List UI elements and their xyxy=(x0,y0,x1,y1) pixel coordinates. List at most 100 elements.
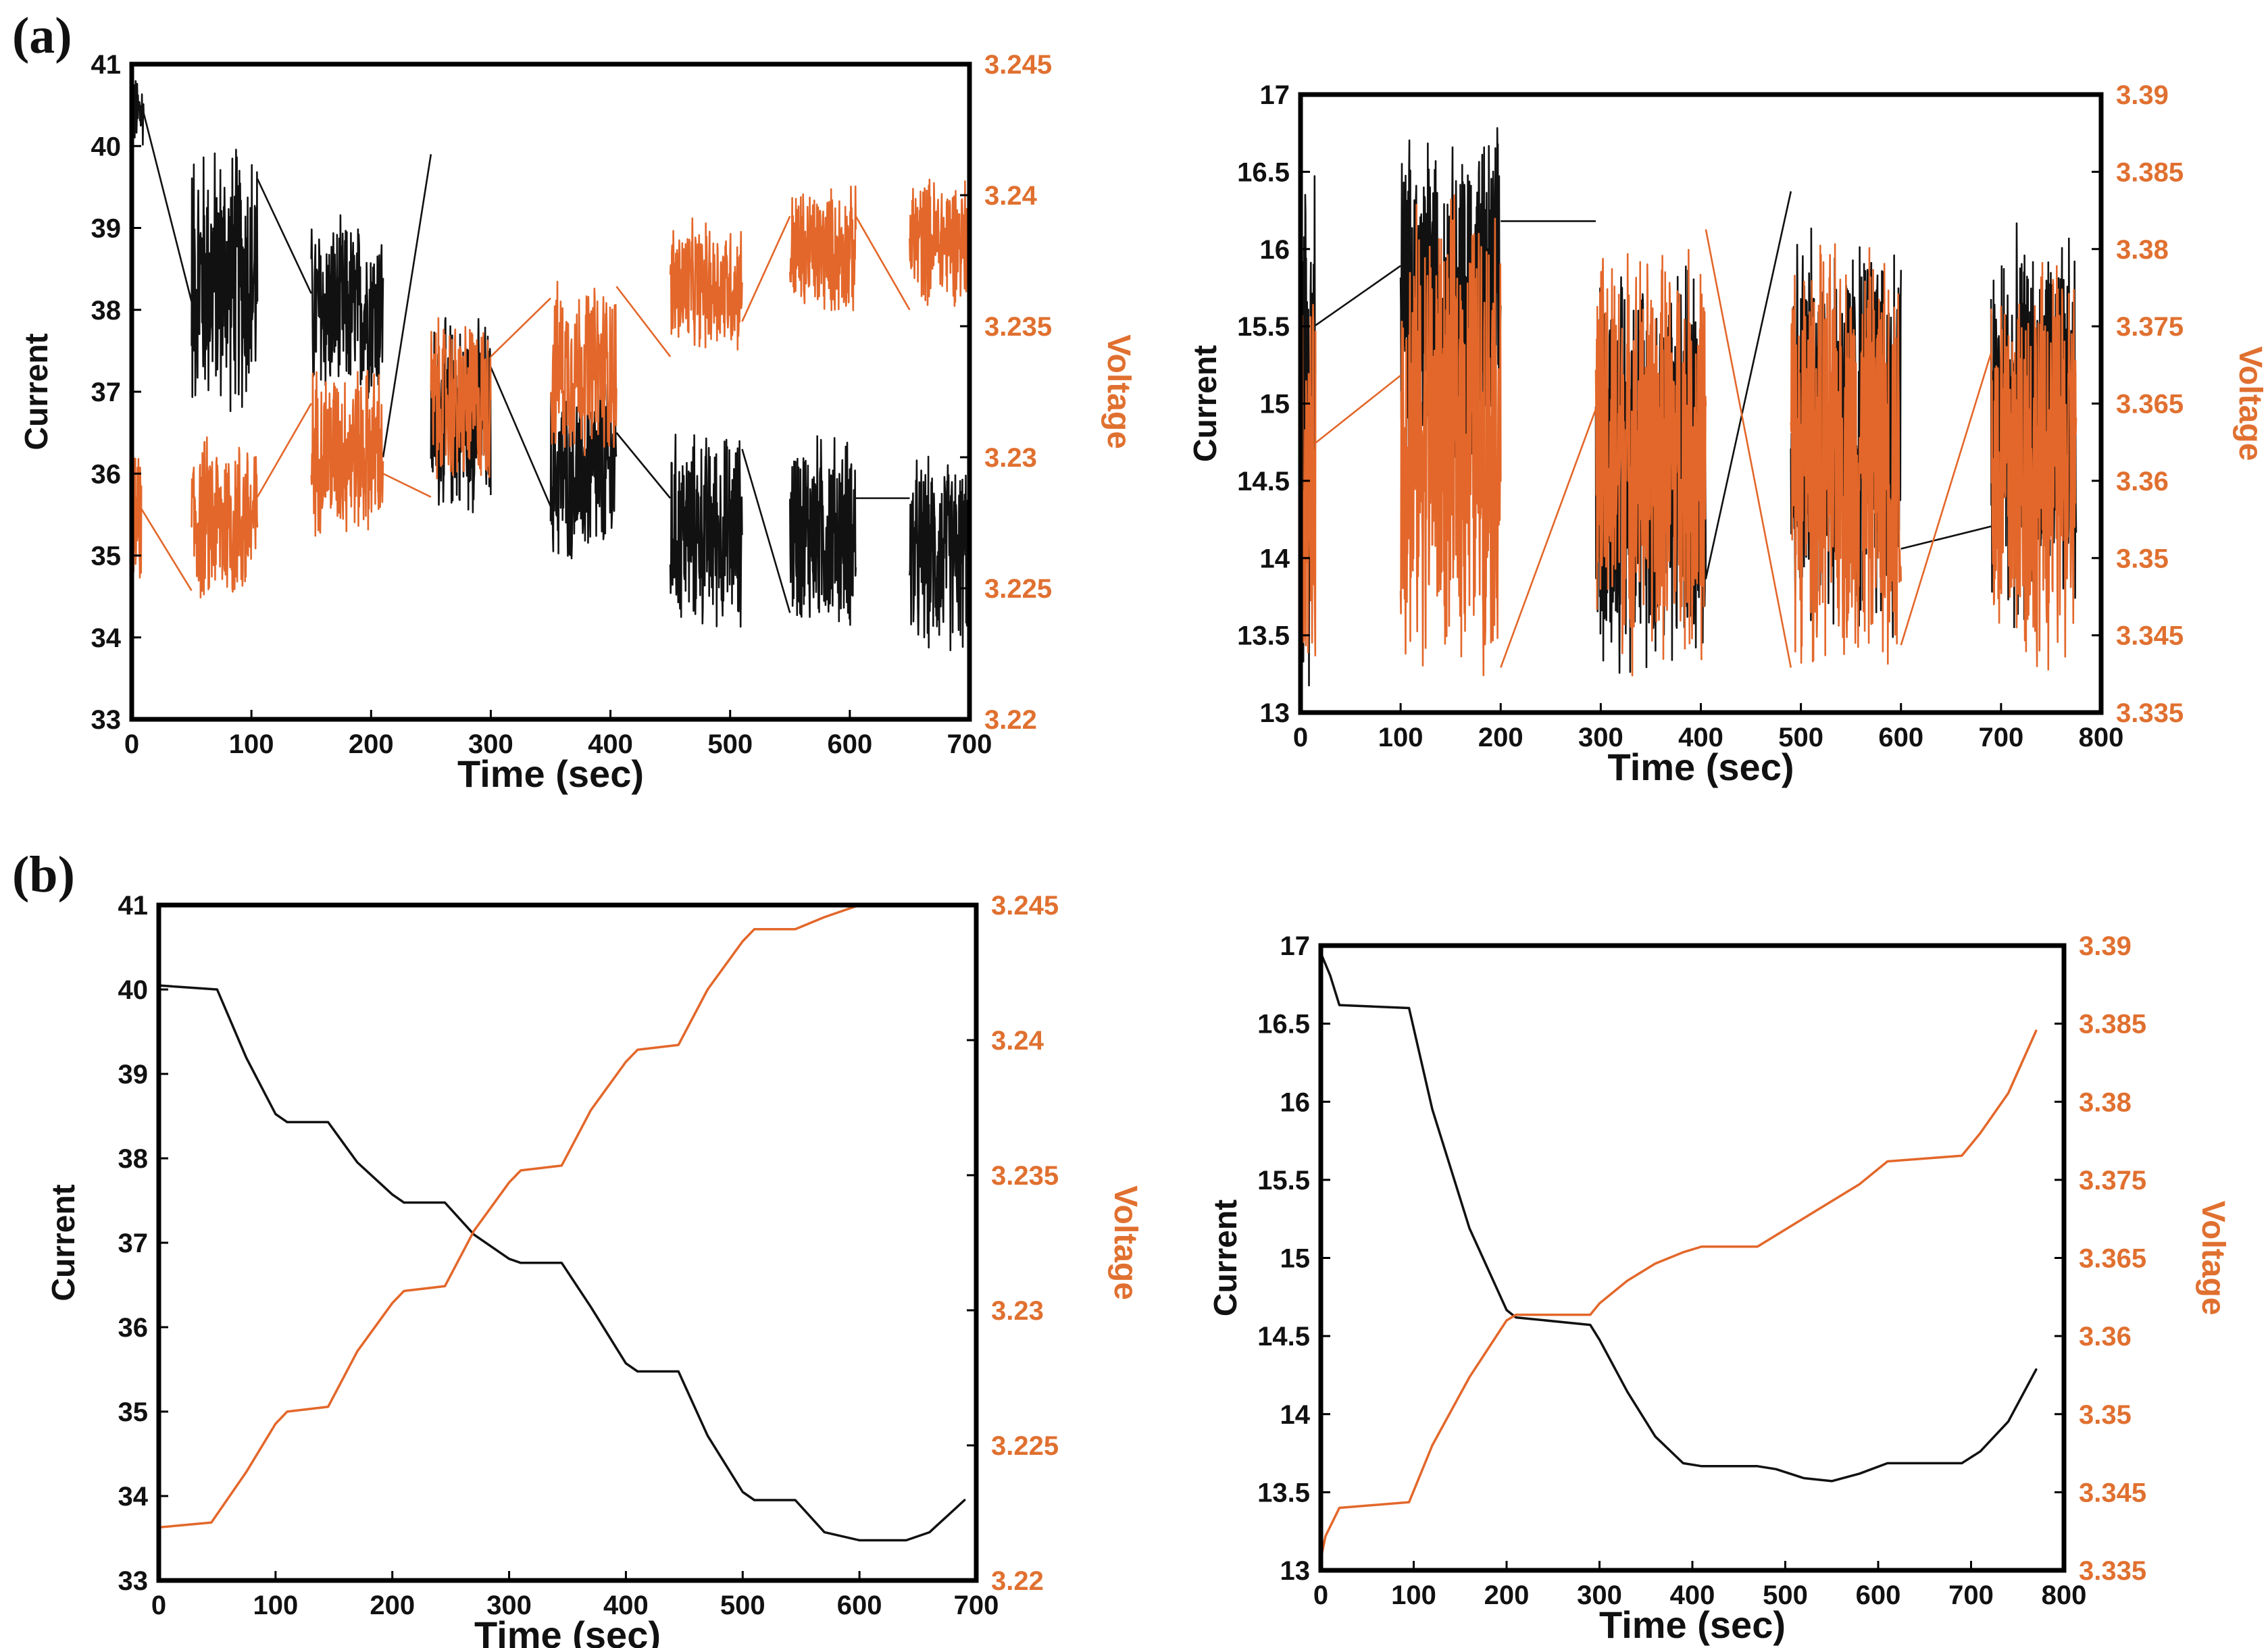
y2-tick-label: 3.39 xyxy=(2079,931,2132,961)
voltage-connector-3 xyxy=(490,297,551,357)
y-tick-label: 13 xyxy=(1260,698,1290,728)
y2-tick-label: 3.23 xyxy=(991,1296,1044,1326)
y-tick-label: 14.5 xyxy=(1257,1322,1310,1351)
y-tick-label: 16 xyxy=(1260,235,1290,265)
y-tick-label: 38 xyxy=(91,296,122,326)
current-segment-4 xyxy=(549,384,618,560)
current-segment-1 xyxy=(191,149,259,412)
y2-tick-label: 3.375 xyxy=(2079,1166,2146,1195)
voltage-segment-2 xyxy=(310,369,384,537)
y2-tick-label: 3.24 xyxy=(984,181,1038,211)
x-tick-label: 300 xyxy=(1578,723,1623,752)
y-tick-label: 39 xyxy=(118,1060,149,1089)
chart-bottom-left: 0 100 200 300 400 500 600 700 33 34 35 36 37 38 39 40 41… xyxy=(46,891,1143,1648)
x-tick-label: 400 xyxy=(1670,1580,1715,1610)
y-tick-label: 34 xyxy=(91,623,122,653)
x-tick-label: 100 xyxy=(253,1591,298,1620)
voltage-connector-0 xyxy=(141,508,193,592)
voltage-segment-0 xyxy=(1301,303,1317,656)
current-connector-1 xyxy=(256,178,312,294)
panel-label-b: (b) xyxy=(12,846,75,903)
y-tick-label: 33 xyxy=(118,1566,149,1596)
y-tick-label: 14 xyxy=(1260,544,1290,573)
y2-axis-title: Voltage xyxy=(1101,334,1136,449)
current-connector-3 xyxy=(490,367,552,507)
plot-area xyxy=(132,80,969,652)
voltage-connector-4 xyxy=(615,286,672,357)
y2-tick-label: 3.335 xyxy=(2079,1556,2146,1586)
y-tick-label: 33 xyxy=(91,705,122,735)
current-line xyxy=(1321,952,2038,1483)
voltage-connector-2 xyxy=(1705,229,1792,668)
x-tick-label: 700 xyxy=(947,729,992,759)
voltage-line xyxy=(1321,1029,2038,1560)
x-tick-label: 700 xyxy=(1948,1580,1994,1610)
x-tick-label: 200 xyxy=(1484,1580,1530,1610)
x-axis-title: Time (sec) xyxy=(1599,1603,1786,1646)
y2-tick-label: 3.345 xyxy=(2116,621,2184,651)
y2-tick-label: 3.335 xyxy=(2116,698,2184,728)
x-tick-label: 300 xyxy=(486,1591,532,1620)
y2-tick-label: 3.385 xyxy=(2116,157,2184,187)
x-tick-label: 700 xyxy=(1979,723,2024,752)
voltage-segment-1 xyxy=(191,436,259,599)
y2-tick-label: 3.24 xyxy=(991,1026,1044,1056)
series-current xyxy=(159,984,966,1542)
y2-tick-label: 3.365 xyxy=(2116,390,2184,419)
x-tick-label: 500 xyxy=(707,729,753,759)
x-tick-label: 0 xyxy=(124,729,139,759)
y2-tick-label: 3.225 xyxy=(984,574,1052,604)
plot-area xyxy=(159,905,966,1542)
voltage-segment-3 xyxy=(430,317,492,480)
series-voltage xyxy=(1301,194,2077,677)
voltage-segment-6 xyxy=(789,185,857,311)
current-connector-4 xyxy=(615,432,672,499)
y-tick-label: 15 xyxy=(1280,1244,1311,1274)
y-axis-title: Current xyxy=(1208,1200,1244,1316)
voltage-connector-2 xyxy=(382,473,432,498)
y2-tick-label: 3.36 xyxy=(2079,1322,2132,1351)
plot-frame xyxy=(1318,943,2067,1573)
y-tick-label: 13.5 xyxy=(1237,621,1290,651)
voltage-segment-1 xyxy=(1399,194,1502,676)
x-tick-label: 500 xyxy=(720,1591,765,1620)
x-axis-title: Time (sec) xyxy=(457,752,644,795)
y-tick-label: 40 xyxy=(118,975,149,1005)
y-axis-title: Current xyxy=(1188,345,1224,462)
current-segment-5 xyxy=(669,434,743,628)
voltage-connector-1 xyxy=(1500,409,1597,668)
voltage-connector-1 xyxy=(256,403,312,498)
x-tick-label: 500 xyxy=(1763,1580,1808,1610)
plot-area xyxy=(1301,127,2077,687)
y-tick-label: 15.5 xyxy=(1257,1166,1310,1195)
series-current xyxy=(132,80,969,652)
x-tick-label: 0 xyxy=(1313,1580,1328,1610)
y-tick-label: 14.5 xyxy=(1237,467,1290,496)
y-tick-label: 15.5 xyxy=(1237,312,1290,342)
y-tick-label: 37 xyxy=(91,378,122,407)
y-tick-label: 39 xyxy=(91,214,122,244)
current-connector-2 xyxy=(1705,191,1792,579)
y2-tick-label: 3.38 xyxy=(2079,1087,2132,1117)
voltage-connector-0 xyxy=(1315,374,1401,444)
x-tick-label: 600 xyxy=(1878,723,1923,752)
x-tick-label: 100 xyxy=(229,729,274,759)
x-tick-label: 600 xyxy=(827,729,872,759)
y-tick-label: 15 xyxy=(1260,390,1290,419)
current-connector-0 xyxy=(1315,265,1401,326)
y2-tick-label: 3.35 xyxy=(2116,544,2169,573)
x-tick-label: 400 xyxy=(1678,723,1723,752)
y2-tick-label: 3.385 xyxy=(2079,1010,2146,1039)
x-axis-title: Time (sec) xyxy=(474,1614,661,1648)
plot-frame xyxy=(156,902,979,1583)
series-current xyxy=(1321,952,2038,1483)
voltage-segment-4 xyxy=(1990,261,2077,671)
y2-axis-title: Voltage xyxy=(2195,1201,2231,1316)
series-voltage xyxy=(132,178,969,599)
voltage-connector-3 xyxy=(1900,353,1992,646)
x-tick-label: 200 xyxy=(349,729,394,759)
y2-axis-title: Voltage xyxy=(2232,346,2268,461)
y-axis-title: Current xyxy=(46,1184,82,1301)
current-connector-0 xyxy=(143,113,193,302)
y-tick-label: 34 xyxy=(118,1482,149,1512)
